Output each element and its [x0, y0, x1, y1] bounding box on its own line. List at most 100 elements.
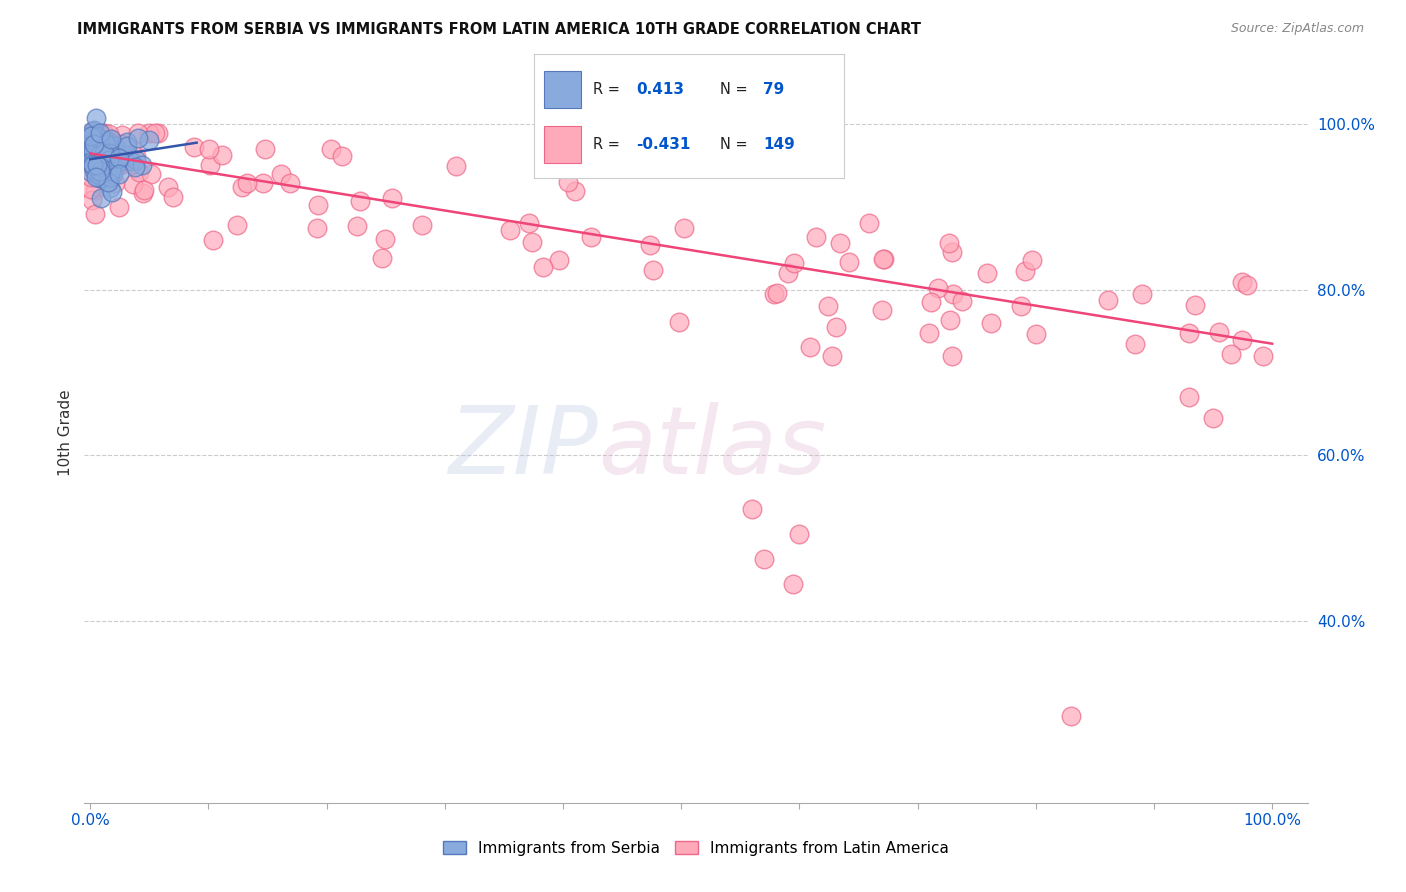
Point	[980, 316, 1002, 330]
Point	[101, 157, 124, 171]
Point	[98, 130, 121, 145]
Point	[858, 216, 880, 230]
Point	[111, 142, 134, 156]
Point	[124, 149, 146, 163]
Point	[86, 158, 108, 172]
Text: R =: R =	[593, 81, 620, 96]
Point	[870, 302, 893, 317]
Point	[127, 126, 149, 140]
Point	[838, 255, 860, 269]
Point	[121, 157, 143, 171]
Point	[80, 154, 103, 169]
Point	[942, 287, 965, 301]
Point	[87, 160, 110, 174]
Y-axis label: 10th Grade: 10th Grade	[58, 389, 73, 476]
Point	[97, 134, 120, 148]
Point	[94, 155, 117, 169]
Point	[84, 127, 107, 141]
Point	[1025, 326, 1047, 341]
Point	[950, 294, 973, 309]
Text: R =: R =	[593, 136, 620, 152]
Text: N =: N =	[720, 136, 748, 152]
Point	[918, 326, 941, 340]
Point	[1208, 325, 1230, 339]
Point	[98, 181, 121, 195]
Point	[90, 160, 112, 174]
Point	[84, 145, 107, 160]
Point	[183, 139, 205, 153]
Point	[96, 149, 118, 163]
Point	[641, 263, 664, 277]
Point	[97, 138, 120, 153]
Point	[107, 167, 129, 181]
Point	[211, 148, 233, 162]
Point	[278, 176, 301, 190]
Point	[374, 232, 396, 246]
Point	[89, 127, 111, 141]
Point	[91, 141, 114, 155]
Point	[101, 167, 124, 181]
Point	[84, 183, 107, 197]
Point	[346, 219, 368, 233]
Point	[830, 236, 852, 251]
Point	[90, 146, 112, 161]
Text: 0.413: 0.413	[637, 81, 685, 96]
Point	[101, 141, 124, 155]
Point	[1202, 411, 1225, 425]
Point	[330, 149, 353, 163]
Point	[110, 155, 132, 169]
Point	[84, 130, 107, 145]
Point	[87, 139, 110, 153]
Point	[80, 129, 103, 144]
Point	[668, 315, 690, 329]
Point	[557, 175, 579, 189]
Point	[80, 123, 103, 137]
Point	[799, 340, 821, 354]
Point	[108, 158, 131, 172]
Point	[138, 126, 160, 140]
Point	[236, 176, 259, 190]
Point	[105, 154, 128, 169]
Point	[80, 126, 103, 140]
Point	[93, 133, 115, 147]
Point	[1236, 278, 1258, 293]
Text: 149: 149	[763, 136, 794, 152]
Point	[100, 149, 122, 163]
Point	[89, 168, 111, 182]
Point	[789, 527, 811, 541]
Point	[1060, 709, 1083, 723]
Point	[108, 200, 131, 214]
Text: Source: ZipAtlas.com: Source: ZipAtlas.com	[1230, 22, 1364, 36]
Point	[371, 251, 394, 265]
Point	[84, 170, 107, 185]
Point	[83, 135, 105, 149]
Point	[519, 216, 541, 230]
Point	[80, 182, 103, 196]
Point	[1021, 252, 1043, 267]
Point	[131, 158, 153, 172]
Point	[98, 169, 121, 184]
Point	[98, 127, 121, 141]
Point	[115, 148, 138, 162]
Point	[89, 159, 111, 173]
Point	[1232, 334, 1254, 348]
Point	[89, 135, 111, 149]
Point	[125, 153, 148, 167]
Point	[766, 286, 789, 301]
Point	[83, 207, 105, 221]
Point	[90, 191, 112, 205]
Point	[1125, 337, 1147, 351]
Point	[84, 146, 107, 161]
Point	[411, 218, 433, 232]
Point	[976, 266, 998, 280]
Point	[82, 157, 104, 171]
Point	[763, 286, 786, 301]
Point	[349, 194, 371, 208]
Point	[1178, 391, 1201, 405]
Point	[89, 170, 111, 185]
Point	[782, 576, 804, 591]
Point	[110, 137, 132, 152]
Point	[86, 159, 108, 173]
Point	[89, 150, 111, 164]
Point	[104, 176, 127, 190]
